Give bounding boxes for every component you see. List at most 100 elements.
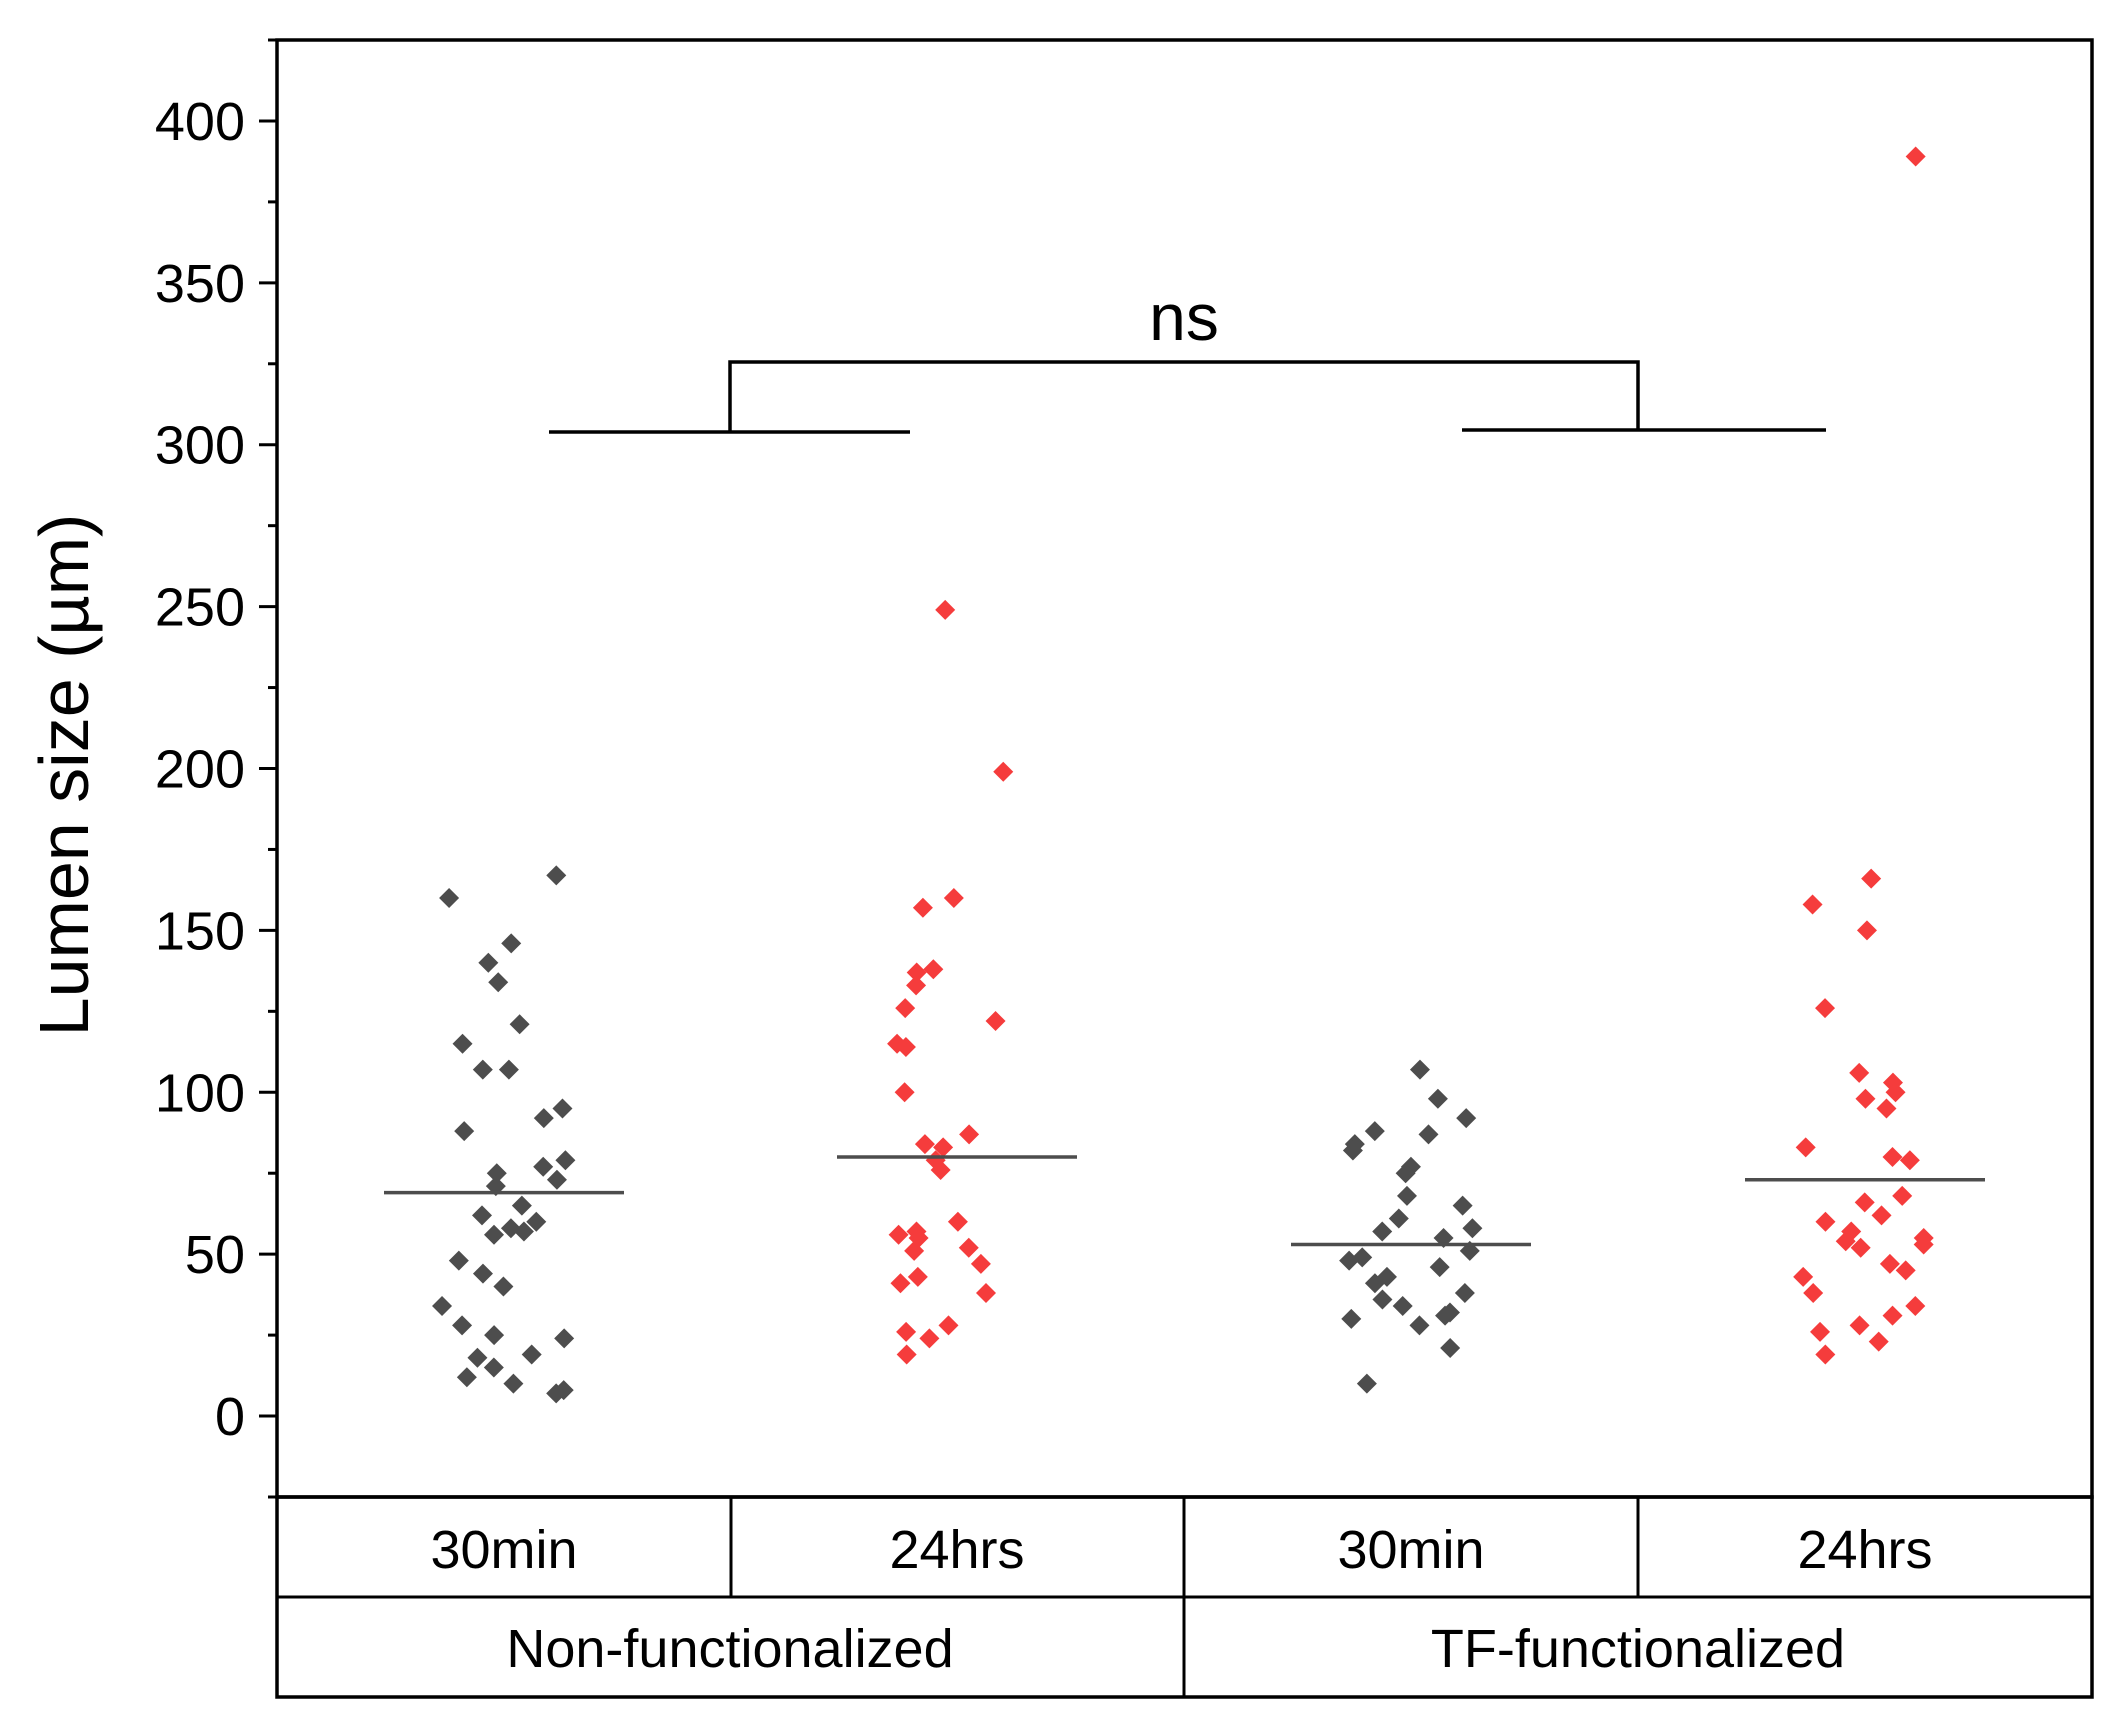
data-point-diamond [914,1134,935,1155]
data-point-diamond [521,1344,542,1365]
data-point-diamond [1429,1257,1450,1278]
data-point-diamond [1395,1163,1416,1184]
data-point-diamond [985,1011,1006,1032]
data-point-diamond [1854,1192,1875,1213]
data-point-diamond [483,1357,504,1378]
data-point-diamond [1456,1108,1477,1129]
data-point-diamond [1364,1273,1385,1294]
data-point-diamond [493,1276,514,1297]
data-point-diamond [454,1121,475,1142]
data-point-diamond [1372,1289,1393,1310]
data-point-diamond [1341,1308,1362,1329]
data-point-diamond [1462,1218,1483,1239]
data-point-diamond [1905,146,1926,167]
data-point-diamond [890,1273,911,1294]
plot-area-frame [275,38,2094,1499]
data-point-diamond [546,1169,567,1190]
data-point-diamond [1418,1124,1439,1145]
data-point-diamond [1815,1344,1836,1365]
data-point-diamond [976,1283,997,1304]
data-point-diamond [993,761,1014,782]
data-point-diamond [472,1263,493,1284]
data-point-diamond [1850,1237,1871,1258]
data-point-diamond [896,1344,917,1365]
data-point-diamond [1409,1315,1430,1336]
data-point-diamond [526,1211,547,1232]
data-point-diamond [484,1325,505,1346]
data-points [432,146,1934,1404]
data-point-diamond [1795,1137,1816,1158]
data-point-diamond [935,599,956,620]
data-point-diamond [1885,1082,1906,1103]
data-point-diamond [1803,1283,1824,1304]
y-axis-major-ticks [259,119,277,1418]
data-point-diamond [1409,1059,1430,1080]
data-point-diamond [488,972,509,993]
data-point-diamond [1339,1250,1360,1271]
data-point-diamond [970,1253,991,1274]
data-point-diamond [448,1250,469,1271]
time-label-3: 30min [1337,1520,1484,1580]
data-point-diamond [1364,1121,1385,1142]
data-point-diamond [923,959,944,980]
data-point-diamond [432,1295,453,1316]
data-point-diamond [1849,1315,1870,1336]
data-point-diamond [1815,1211,1836,1232]
data-point-diamond [1342,1140,1363,1161]
data-point-diamond [1913,1234,1934,1255]
data-point-diamond [904,1240,925,1261]
condition-label-1: Non-functionalized [506,1619,953,1679]
y-axis-tick-labels: 0 50 100 150 200 250 300 350 400 [155,92,245,1447]
data-point-diamond [1835,1231,1856,1252]
data-point-diamond [1895,1260,1916,1281]
significance-label: ns [1149,280,1219,354]
data-point-diamond [472,1205,493,1226]
y-tick-label: 200 [155,740,245,800]
data-point-diamond [1793,1266,1814,1287]
data-point-diamond [947,1211,968,1232]
data-point-diamond [912,897,933,918]
y-tick-label: 150 [155,901,245,961]
data-point-diamond [1427,1088,1448,1109]
data-point-diamond [456,1367,477,1388]
data-point-diamond [959,1124,980,1145]
condition-label-2: TF-functionalized [1431,1619,1845,1679]
data-point-diamond [930,1159,951,1180]
data-point-diamond [546,865,567,886]
data-point-diamond [554,1328,575,1349]
data-point-diamond [467,1347,488,1368]
data-point-diamond [938,1315,959,1336]
data-point-diamond [919,1328,940,1349]
data-point-diamond [958,1237,979,1258]
data-point-diamond [1356,1373,1377,1394]
y-tick-label: 50 [185,1225,245,1285]
data-point-diamond [513,1221,534,1242]
data-point-diamond [500,1218,521,1239]
y-tick-label: 400 [155,92,245,152]
y-tick-label: 300 [155,416,245,476]
y-tick-label: 0 [215,1387,245,1447]
data-point-diamond [1452,1195,1473,1216]
time-label-1: 30min [430,1520,577,1580]
data-point-diamond [1849,1062,1870,1083]
data-point-diamond [1372,1221,1393,1242]
data-point-diamond [478,952,499,973]
data-point-diamond [895,1036,916,1057]
data-point-diamond [1856,920,1877,941]
data-point-diamond [1388,1208,1409,1229]
data-point-diamond [1802,894,1823,915]
data-point-diamond [555,1150,576,1171]
data-point-diamond [906,975,927,996]
y-tick-label: 250 [155,578,245,638]
data-point-diamond [1882,1305,1903,1326]
y-tick-label: 100 [155,1063,245,1123]
data-point-diamond [509,1014,530,1035]
data-point-diamond [1815,998,1836,1019]
data-point-diamond [943,888,964,909]
data-point-diamond [1868,1331,1889,1352]
data-point-diamond [1861,868,1882,889]
data-point-diamond [896,1321,917,1342]
data-point-diamond [501,933,522,954]
data-point-diamond [439,888,460,909]
data-point-diamond [1454,1283,1475,1304]
